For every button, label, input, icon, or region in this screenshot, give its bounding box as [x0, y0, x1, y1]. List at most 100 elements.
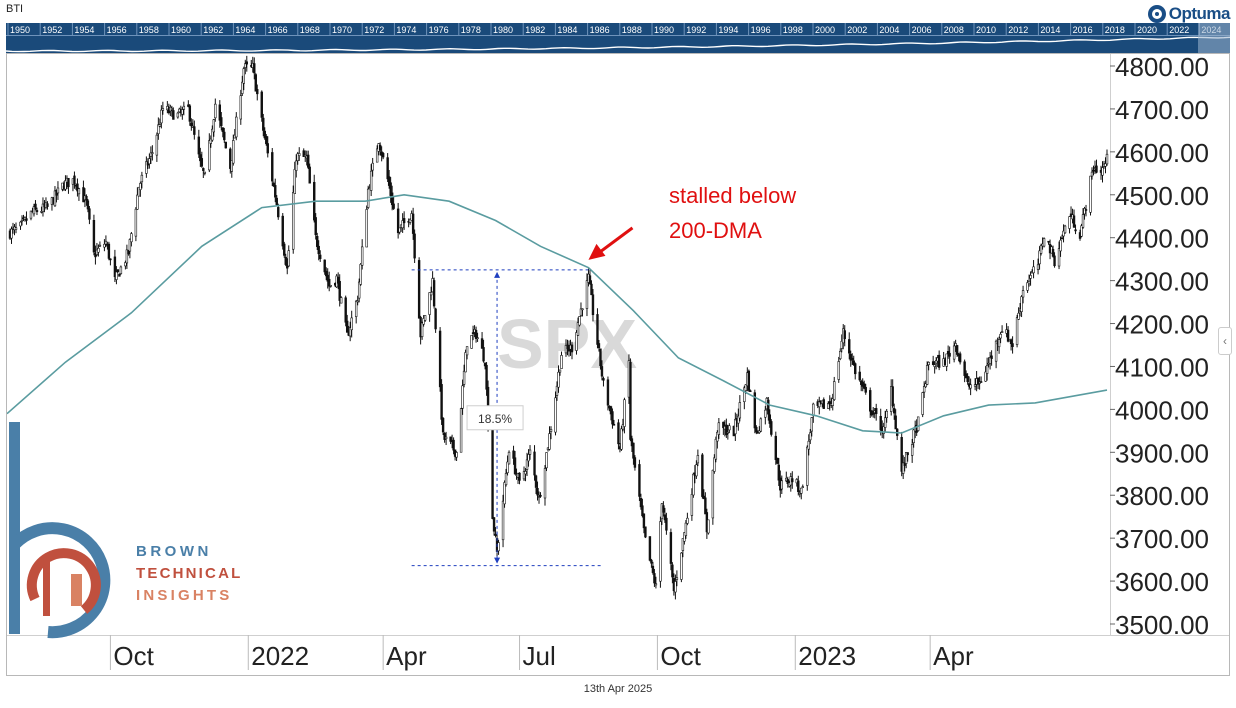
candle [818, 396, 821, 415]
candle [1039, 243, 1043, 256]
candle-body [518, 472, 521, 481]
candle-body [611, 411, 614, 425]
candle [686, 512, 689, 526]
candle [702, 489, 706, 500]
price-chart-svg[interactable]: BROWNTECHNICALINSIGHTSSPX3500.003600.003… [7, 54, 1229, 675]
candle-body [348, 327, 352, 337]
candle-body [524, 471, 527, 475]
candle [92, 214, 96, 256]
overview-year-label: 1996 [751, 25, 771, 35]
overview-year-label: 1986 [590, 25, 610, 35]
candle-body [629, 361, 632, 440]
candle [317, 240, 320, 261]
candle [659, 516, 662, 588]
candle-body [801, 486, 804, 488]
overview-year-label: 1998 [783, 25, 803, 35]
candle-body [759, 418, 763, 432]
candle [220, 112, 223, 131]
candle-body [464, 352, 467, 373]
candle [617, 419, 620, 450]
candle [308, 163, 311, 184]
candle-body [806, 446, 809, 486]
candle [638, 459, 641, 501]
candle [921, 391, 924, 418]
candle [242, 66, 245, 91]
axis-scroll-handle[interactable]: ‹ [1218, 327, 1232, 355]
candle [759, 417, 763, 433]
annotation-text-line-2: 200-DMA [669, 218, 762, 243]
candle [386, 153, 389, 183]
overview-year-label: 1970 [332, 25, 352, 35]
candle [665, 512, 668, 535]
candle [158, 118, 162, 128]
candle-body [220, 117, 223, 127]
candle-body [275, 197, 278, 205]
candle [314, 213, 317, 240]
candle [465, 346, 469, 360]
candle-body [115, 271, 118, 280]
candle [632, 442, 635, 465]
candle [854, 362, 857, 380]
candle [901, 455, 905, 480]
annotation-arrow-head [588, 243, 606, 260]
candle-body [872, 413, 875, 415]
candle [651, 561, 655, 575]
chart-frame[interactable]: BROWNTECHNICALINSIGHTSSPX3500.003600.003… [6, 53, 1230, 676]
candle [1092, 165, 1095, 176]
candle-body [858, 371, 861, 381]
candle-body [265, 135, 268, 145]
candle-body [966, 375, 969, 382]
candle-body [570, 344, 574, 353]
annotation-arrow-shaft [596, 226, 634, 256]
candle [73, 171, 76, 189]
candle [728, 423, 731, 434]
history-overview-navigator[interactable]: 1950 1952 1954 1956 1958 1960 1962 1964 1966 1968… [6, 23, 1230, 53]
candle-body [653, 573, 656, 584]
candle-body [768, 414, 772, 424]
candle-body [366, 188, 370, 208]
candle-body [623, 399, 626, 427]
candle-body [287, 250, 290, 267]
candle-body [140, 174, 144, 183]
candle [284, 253, 287, 267]
candle-body [1095, 165, 1098, 173]
candle [266, 136, 269, 158]
candle-body [46, 203, 49, 207]
candle [293, 161, 296, 194]
candle-body [357, 281, 361, 299]
candle-body [85, 195, 88, 201]
candle-body [1027, 280, 1031, 285]
candle-body [885, 410, 888, 419]
candle-body [1029, 275, 1032, 279]
candle-body [389, 182, 392, 196]
candle [1074, 224, 1077, 235]
candle [533, 445, 536, 481]
candle-body [209, 138, 213, 144]
candle [119, 265, 123, 275]
candle [933, 361, 936, 374]
candle-body [659, 521, 662, 582]
candle [67, 177, 70, 194]
overview-price-line [6, 36, 1230, 53]
y-tick-label: 4200.00 [1115, 310, 1209, 340]
candle-body [882, 426, 885, 434]
candle [600, 360, 604, 381]
candle-body [807, 440, 810, 450]
candle [591, 289, 595, 322]
candle [925, 361, 929, 386]
candle [512, 445, 515, 465]
candle-body [432, 280, 436, 307]
candle [690, 488, 694, 521]
candle [534, 474, 538, 495]
candle [411, 207, 415, 240]
candle-body [136, 194, 139, 210]
candle [701, 453, 704, 499]
y-tick-label: 4600.00 [1115, 138, 1209, 168]
candle [704, 492, 707, 515]
candle [683, 532, 686, 545]
candle [497, 539, 500, 555]
overview-year-label: 2022 [1169, 25, 1189, 35]
candle [1068, 215, 1071, 234]
candle-body [214, 103, 217, 119]
candle-body [849, 353, 852, 361]
